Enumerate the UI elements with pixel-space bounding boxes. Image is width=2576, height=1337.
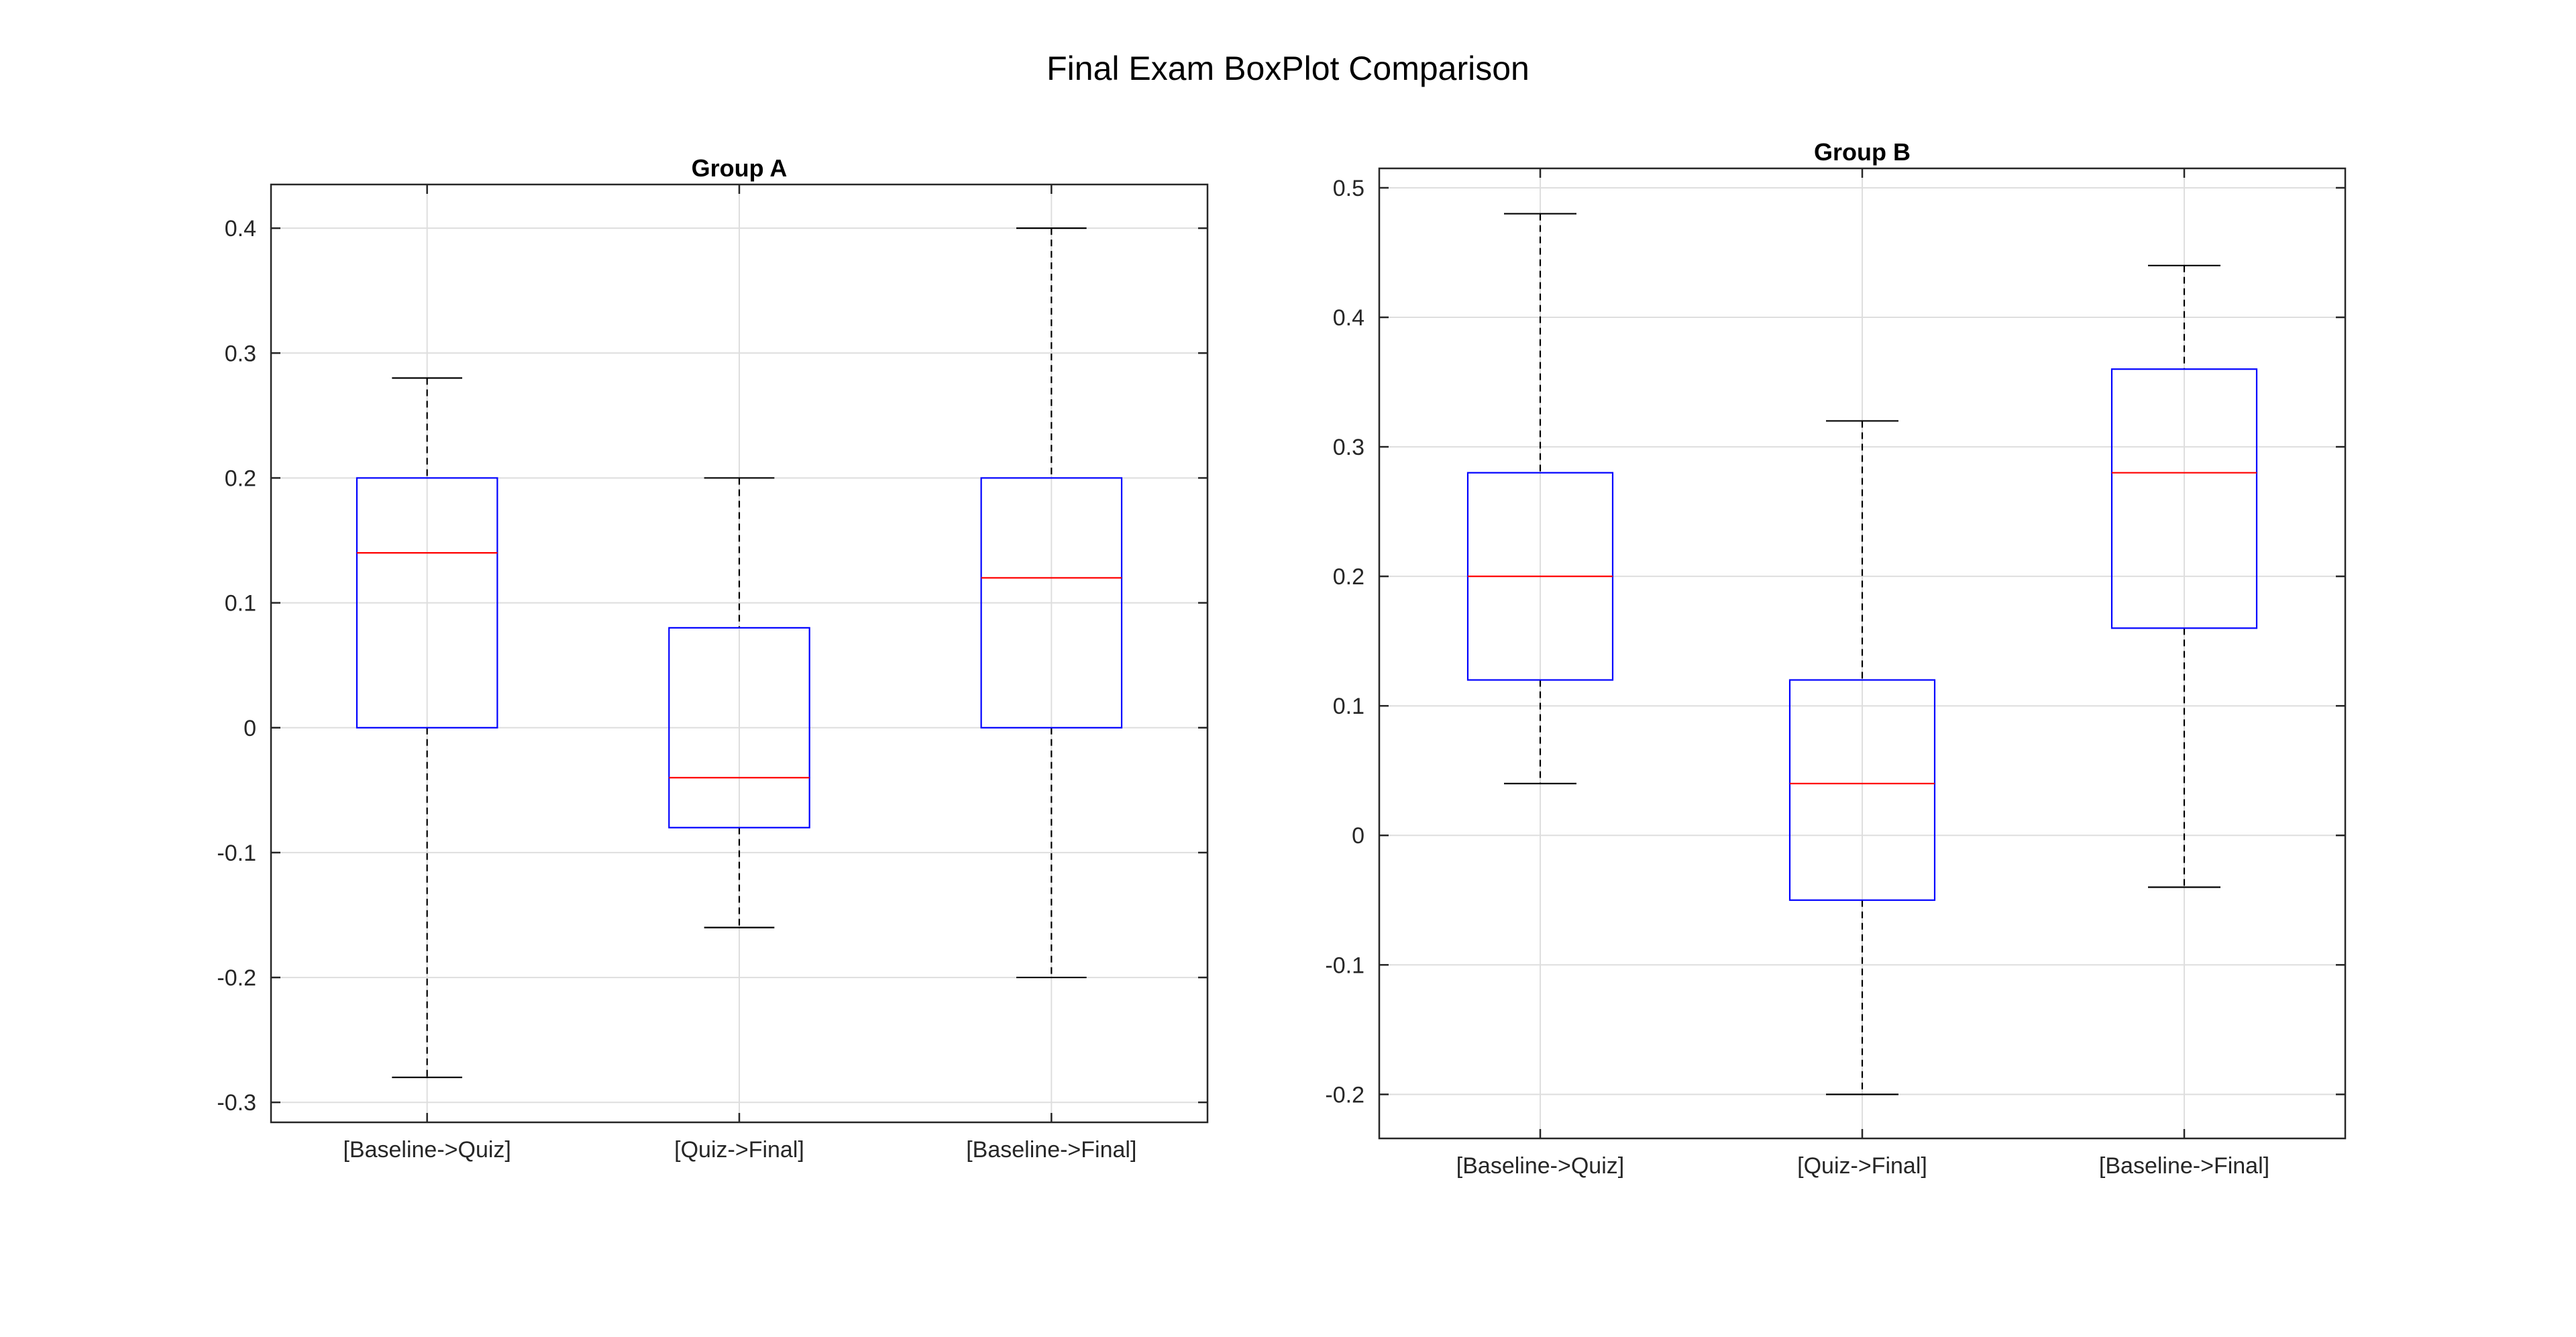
- box-1: [1466, 213, 1614, 785]
- y-tick-label: 0.4: [1333, 305, 1364, 331]
- y-tick-label: 0.1: [1333, 694, 1364, 719]
- y-tick-label: 0.4: [225, 216, 256, 242]
- y-tick-label: -0.3: [217, 1090, 256, 1116]
- y-tick-label: 0: [1352, 823, 1364, 849]
- y-tick-label: -0.2: [1325, 1082, 1364, 1108]
- iqr-box: [980, 477, 1123, 729]
- y-tick-label: 0.2: [225, 466, 256, 491]
- x-tick-label: [Baseline->Final]: [966, 1137, 1136, 1163]
- iqr-box: [1788, 679, 1936, 901]
- subplot-title: Group A: [692, 154, 788, 182]
- box-2: [1788, 420, 1936, 1095]
- subplot-group-b: -0.2 -0.1 0 0.1 0.2 0.3 0.4 0.5 [Baseline->Quiz]…: [1325, 138, 2347, 1179]
- x-tick-label: [Quiz->Final]: [674, 1137, 804, 1163]
- y-tick-label: 0.5: [1333, 176, 1364, 201]
- x-tick-label: [Quiz->Final]: [1797, 1153, 1927, 1179]
- y-tick-label: -0.2: [217, 965, 256, 991]
- y-tick-label: 0.3: [225, 341, 256, 366]
- subplot-title: Group B: [1814, 138, 1911, 166]
- y-tick-label: 0.3: [1333, 435, 1364, 460]
- y-tick-label: -0.1: [217, 841, 256, 866]
- iqr-box: [668, 627, 810, 828]
- y-tick-label: 0: [244, 716, 256, 741]
- box-3: [980, 227, 1123, 979]
- box-1: [356, 377, 498, 1079]
- y-tick-label: 0.1: [225, 591, 256, 617]
- x-tick-label: [Baseline->Quiz]: [343, 1137, 511, 1163]
- box-3: [2110, 264, 2258, 888]
- y-tick-label: -0.1: [1325, 953, 1364, 978]
- iqr-box: [356, 477, 498, 729]
- iqr-box: [2110, 368, 2258, 629]
- y-tick-label: 0.2: [1333, 564, 1364, 590]
- figure-title: Final Exam BoxPlot Comparison: [1046, 50, 1529, 87]
- x-tick-label: [Baseline->Final]: [2099, 1153, 2269, 1179]
- subplot-group-a: -0.3 -0.2 -0.1 0 0.1 0.2 0.3 0.4 [Baseline->Quiz…: [217, 154, 1209, 1163]
- box-2: [668, 477, 810, 928]
- x-tick-label: [Baseline->Quiz]: [1456, 1153, 1624, 1179]
